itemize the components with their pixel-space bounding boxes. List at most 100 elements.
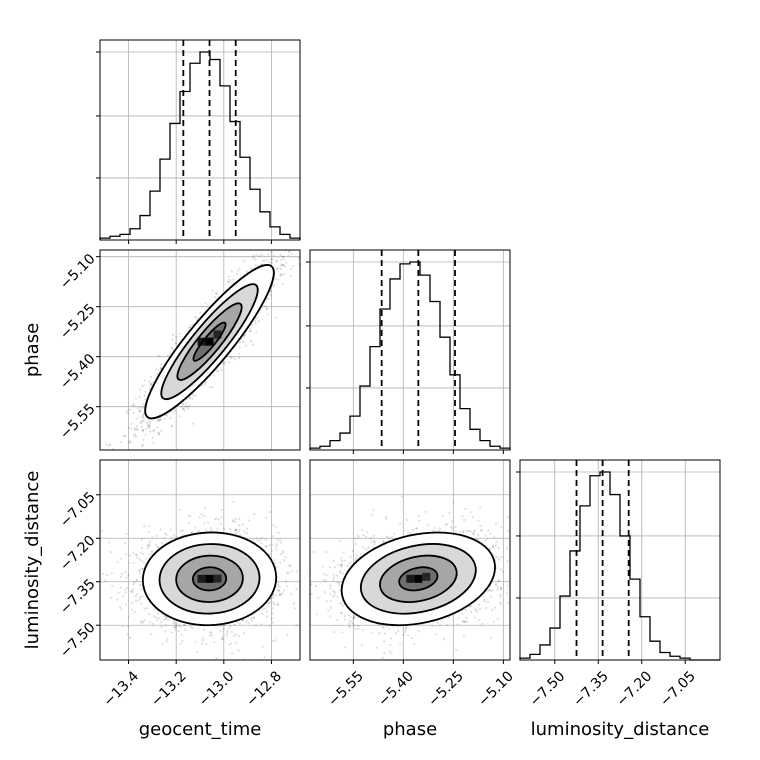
- sample-point: [124, 588, 127, 591]
- sample-point: [175, 624, 178, 627]
- panel-frame: [309, 249, 511, 451]
- sample-point: [121, 595, 124, 598]
- sample-point: [292, 245, 294, 247]
- sample-point: [270, 257, 273, 261]
- sample-point: [179, 530, 183, 533]
- sample-point: [265, 610, 269, 613]
- sample-point: [133, 561, 136, 565]
- sample-point: [148, 621, 152, 624]
- sample-point: [149, 382, 152, 385]
- sample-point: [245, 531, 249, 534]
- sample-point: [170, 425, 173, 428]
- sample-point: [152, 428, 156, 432]
- sample-point: [278, 585, 281, 588]
- sample-point: [142, 438, 145, 441]
- sample-point: [163, 536, 166, 540]
- sample-point: [238, 634, 241, 638]
- sample-point: [170, 536, 173, 539]
- sample-point: [275, 566, 278, 569]
- sample-point: [270, 617, 274, 620]
- sample-point: [133, 404, 136, 408]
- sample-point: [245, 620, 248, 623]
- sample-point: [228, 280, 231, 283]
- sample-point: [188, 404, 191, 407]
- sample-point: [129, 408, 132, 411]
- sample-point: [129, 589, 132, 592]
- sample-point: [272, 524, 275, 527]
- sample-point: [122, 434, 125, 438]
- sample-point: [199, 311, 202, 314]
- sample-point: [202, 522, 206, 525]
- sample-point: [147, 418, 150, 421]
- sample-point: [280, 273, 283, 276]
- sample-point: [267, 297, 270, 300]
- sample-point: [261, 612, 264, 616]
- sample-point: [148, 545, 151, 548]
- sample-point: [132, 587, 135, 591]
- sample-point: [181, 402, 184, 406]
- sample-point: [151, 536, 154, 539]
- sample-point: [168, 352, 171, 355]
- sample-point: [258, 254, 261, 257]
- sample-point: [230, 630, 234, 633]
- sample-point: [127, 441, 130, 444]
- sample-point: [180, 633, 183, 636]
- sample-point: [223, 363, 226, 366]
- sample-point: [189, 625, 192, 628]
- histogram-geocent_time: [99, 51, 301, 240]
- sample-point: [178, 625, 182, 628]
- sample-point: [147, 612, 151, 616]
- sample-point: [196, 651, 199, 654]
- sample-point: [272, 639, 275, 642]
- sample-point: [185, 402, 188, 405]
- sample-point: [132, 552, 135, 555]
- sample-point: [278, 539, 282, 542]
- sample-point: [264, 305, 267, 308]
- sample-point: [182, 402, 185, 406]
- sample-point: [172, 333, 175, 336]
- sample-point: [205, 381, 208, 384]
- sample-point: [146, 547, 149, 550]
- sample-point: [138, 569, 141, 572]
- sample-point: [250, 340, 253, 343]
- sample-point: [164, 624, 167, 627]
- sample-point: [238, 352, 241, 355]
- sample-point: [159, 528, 162, 531]
- sample-point: [305, 215, 307, 217]
- sample-point: [279, 253, 282, 256]
- sample-point: [233, 623, 236, 626]
- sample-point: [192, 393, 195, 396]
- sample-point: [109, 551, 112, 554]
- sample-point: [165, 533, 168, 536]
- sample-point: [166, 637, 169, 640]
- contour-line: [176, 302, 243, 381]
- sample-point: [301, 243, 303, 245]
- sample-point: [169, 417, 172, 420]
- sample-point: [279, 274, 282, 277]
- sample-point: [238, 622, 242, 626]
- sample-point: [140, 559, 143, 562]
- sample-point: [142, 419, 145, 422]
- sample-point: [209, 527, 213, 530]
- density-peak: [205, 337, 214, 346]
- sample-point: [138, 572, 141, 575]
- sample-point: [285, 571, 289, 575]
- sample-point: [189, 324, 192, 327]
- sample-point: [119, 557, 123, 560]
- sample-point: [194, 394, 197, 397]
- sample-point: [234, 641, 237, 644]
- sample-point: [325, 179, 327, 181]
- sample-point: [213, 374, 216, 377]
- sample-point: [219, 629, 222, 633]
- sample-point: [172, 626, 176, 629]
- sample-point: [164, 630, 167, 633]
- sample-point: [261, 253, 264, 256]
- sample-point: [268, 260, 271, 264]
- sample-point: [266, 605, 270, 608]
- sample-point: [156, 618, 159, 622]
- sample-point: [182, 407, 185, 411]
- sample-point: [245, 344, 248, 347]
- sample-point: [134, 595, 137, 598]
- sample-point: [196, 316, 199, 319]
- sample-point: [183, 624, 186, 627]
